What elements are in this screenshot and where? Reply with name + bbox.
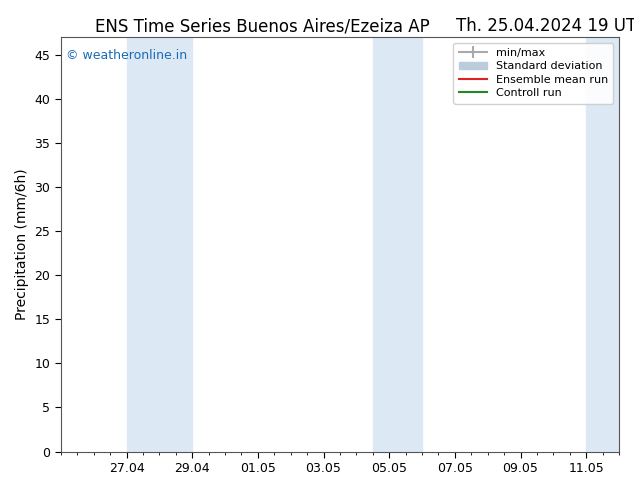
Bar (586, 37, 619, 452)
Bar (373, 37, 422, 452)
Text: © weatheronline.in: © weatheronline.in (67, 49, 188, 63)
Y-axis label: Precipitation (mm/6h): Precipitation (mm/6h) (15, 169, 29, 320)
Text: Th. 25.04.2024 19 UTC: Th. 25.04.2024 19 UTC (456, 17, 634, 35)
Text: ENS Time Series Buenos Aires/Ezeiza AP: ENS Time Series Buenos Aires/Ezeiza AP (95, 17, 430, 35)
Bar (127, 37, 192, 452)
Legend: min/max, Standard deviation, Ensemble mean run, Controll run: min/max, Standard deviation, Ensemble me… (453, 43, 614, 104)
